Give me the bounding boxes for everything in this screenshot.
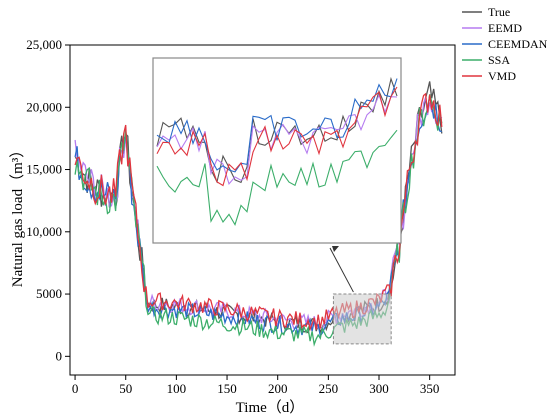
inset-line-eemd <box>156 93 398 186</box>
y-tick-label: 15,000 <box>26 162 62 177</box>
legend-label-vmd: VMD <box>488 69 516 83</box>
legend-label-eemd: EEMD <box>488 21 522 35</box>
x-tick-label: 200 <box>268 381 288 396</box>
x-tick-label: 150 <box>217 381 237 396</box>
x-tick-label: 0 <box>72 381 79 396</box>
plot-frame <box>69 44 456 376</box>
y-tick-label: 5000 <box>36 286 62 301</box>
inset-line-ceemdan <box>156 78 398 173</box>
axes-layer: 0 5000 10,000 15,000 20,000 25,000 0 50 100 150 20… <box>26 37 456 396</box>
y-axis-title: Natural gas load（m³） <box>9 143 26 287</box>
x-tick-label: 350 <box>420 381 440 396</box>
inset-pointer <box>329 247 354 293</box>
y-tick-label: 10,000 <box>26 224 62 239</box>
inset-layer <box>152 57 402 345</box>
legend: True EEMD CEEMDAN SSA VMD <box>462 5 548 83</box>
inset-line-vmd <box>156 86 398 187</box>
x-axis-title: Time（d） <box>236 399 305 416</box>
y-tick-label: 25,000 <box>26 37 62 52</box>
y-tick-label: 20,000 <box>26 99 62 114</box>
x-tick-label: 250 <box>319 381 339 396</box>
x-tick-label: 100 <box>167 381 187 396</box>
inset-pointer-head <box>332 246 339 252</box>
inset-line-ssa <box>156 129 398 226</box>
x-tick-label: 300 <box>369 381 389 396</box>
zoom-region <box>332 293 392 345</box>
legend-label-ceemdan: CEEMDAN <box>488 37 548 51</box>
inset-box <box>152 57 402 244</box>
legend-label-true: True <box>488 5 510 19</box>
legend-label-ssa: SSA <box>488 53 510 67</box>
y-tick-label: 0 <box>56 348 63 363</box>
x-tick-label: 50 <box>119 381 132 396</box>
